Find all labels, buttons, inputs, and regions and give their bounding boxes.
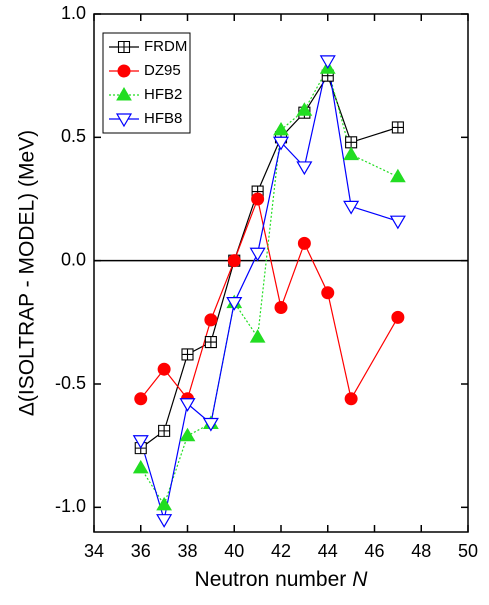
x-tick-label: 38 bbox=[177, 541, 197, 561]
marker bbox=[204, 313, 218, 327]
marker bbox=[115, 113, 133, 128]
marker bbox=[272, 136, 290, 151]
marker bbox=[249, 329, 266, 343]
marker bbox=[179, 427, 196, 442]
x-tick-label: 36 bbox=[131, 541, 151, 561]
marker bbox=[132, 459, 149, 474]
marker bbox=[321, 286, 335, 300]
marker bbox=[226, 297, 243, 311]
marker bbox=[132, 435, 149, 449]
y-tick-label: -0.5 bbox=[55, 373, 86, 393]
marker bbox=[390, 168, 406, 183]
marker bbox=[227, 254, 241, 268]
marker bbox=[116, 87, 132, 101]
marker bbox=[156, 514, 173, 528]
marker bbox=[274, 301, 288, 315]
x-tick-label: 40 bbox=[224, 541, 244, 561]
marker bbox=[134, 392, 148, 406]
marker bbox=[389, 215, 406, 230]
x-tick-label: 34 bbox=[84, 541, 104, 561]
marker bbox=[296, 161, 313, 176]
x-tick-label: 48 bbox=[411, 541, 431, 561]
x-tick-label: 50 bbox=[458, 541, 478, 561]
marker bbox=[181, 348, 194, 361]
marker bbox=[204, 336, 217, 349]
marker bbox=[273, 121, 289, 136]
x-axis-symbol: N bbox=[352, 568, 368, 591]
marker bbox=[344, 392, 358, 406]
legend-label: HFB8 bbox=[144, 110, 182, 127]
legend-box bbox=[102, 32, 191, 134]
marker bbox=[297, 236, 311, 250]
marker bbox=[179, 398, 196, 412]
x-tick-label: 42 bbox=[271, 541, 291, 561]
marker bbox=[343, 146, 359, 161]
marker bbox=[391, 121, 404, 134]
x-tick-label: 44 bbox=[318, 541, 338, 561]
marker bbox=[319, 55, 336, 70]
x-tick-label: 46 bbox=[364, 541, 384, 561]
y-tick-label: -1.0 bbox=[55, 496, 86, 516]
legend-label: DZ95 bbox=[144, 62, 181, 79]
marker bbox=[158, 424, 171, 437]
marker bbox=[117, 64, 131, 78]
marker bbox=[156, 496, 172, 511]
x-axis-label: Neutron number N bbox=[195, 568, 369, 591]
marker bbox=[343, 200, 360, 215]
legend-label: FRDM bbox=[144, 38, 187, 55]
marker bbox=[391, 310, 405, 324]
marker bbox=[117, 40, 131, 54]
x-axis-label-text: Neutron number bbox=[195, 568, 347, 591]
marker bbox=[249, 247, 266, 262]
marker bbox=[251, 192, 265, 206]
y-tick-label: 1.0 bbox=[61, 3, 86, 23]
marker bbox=[157, 362, 171, 376]
y-axis-label: Δ(ISOLTRAP - MODEL) (MeV) bbox=[16, 130, 39, 416]
series-line bbox=[140, 66, 399, 507]
marker bbox=[296, 102, 313, 116]
y-tick-label: 0.5 bbox=[61, 126, 86, 146]
y-tick-label: 0.0 bbox=[61, 249, 86, 269]
legend-label: HFB2 bbox=[144, 86, 182, 103]
marker bbox=[345, 136, 358, 149]
marker bbox=[202, 417, 219, 432]
